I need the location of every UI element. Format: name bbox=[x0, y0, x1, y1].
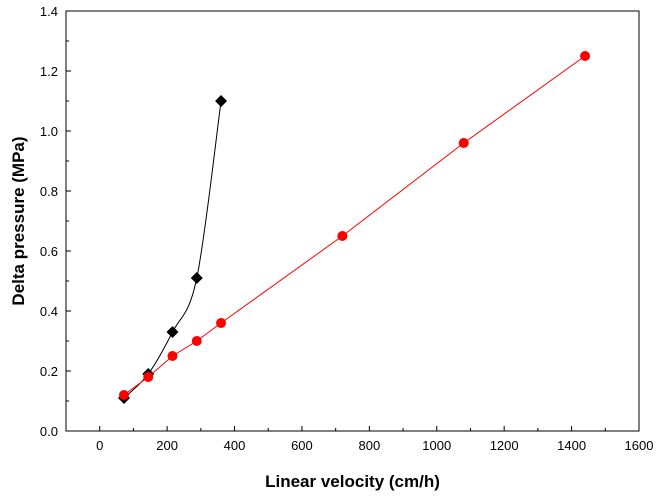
x-tick-label: 600 bbox=[291, 438, 313, 453]
series-2-line bbox=[123, 55, 586, 396]
series-2-point bbox=[216, 318, 227, 328]
x-tick-label: 800 bbox=[359, 438, 381, 453]
y-tick-label: 0.0 bbox=[40, 424, 58, 439]
x-tick-label: 0 bbox=[96, 438, 103, 453]
series-2-point bbox=[167, 351, 178, 361]
series-1-point bbox=[190, 272, 203, 284]
tick-layer: 0 200 400 600 800 1000 1200 1400 1600 0.0 0.2 0.4 0.… bbox=[40, 4, 654, 453]
series-layer bbox=[117, 51, 591, 404]
y-axis-title: Delta pressure (MPa) bbox=[9, 136, 28, 305]
x-tick-label: 200 bbox=[156, 438, 178, 453]
y-tick-label: 1.2 bbox=[40, 64, 58, 79]
x-tick-label: 400 bbox=[224, 438, 246, 453]
y-tick-label: 0.6 bbox=[40, 244, 58, 259]
y-tick-label: 1.4 bbox=[40, 4, 58, 19]
x-axis-title: Linear velocity (cm/h) bbox=[265, 472, 440, 491]
series-2-point bbox=[118, 390, 129, 400]
series-2-point bbox=[143, 372, 154, 382]
series-1-point bbox=[166, 326, 179, 338]
x-tick-label: 1400 bbox=[557, 438, 586, 453]
series-2-point bbox=[458, 138, 469, 148]
y-tick-label: 1.0 bbox=[40, 124, 58, 139]
series-1-point bbox=[215, 95, 228, 107]
series-2-point bbox=[191, 336, 202, 346]
x-tick-label: 1600 bbox=[625, 438, 654, 453]
series-2-point bbox=[337, 231, 348, 241]
x-tick-label: 1000 bbox=[422, 438, 451, 453]
y-tick-label: 0.2 bbox=[40, 364, 58, 379]
series-2-point bbox=[580, 51, 591, 61]
y-tick-label: 0.8 bbox=[40, 184, 58, 199]
y-tick-label: 0.4 bbox=[40, 304, 58, 319]
x-tick-label: 1200 bbox=[490, 438, 519, 453]
